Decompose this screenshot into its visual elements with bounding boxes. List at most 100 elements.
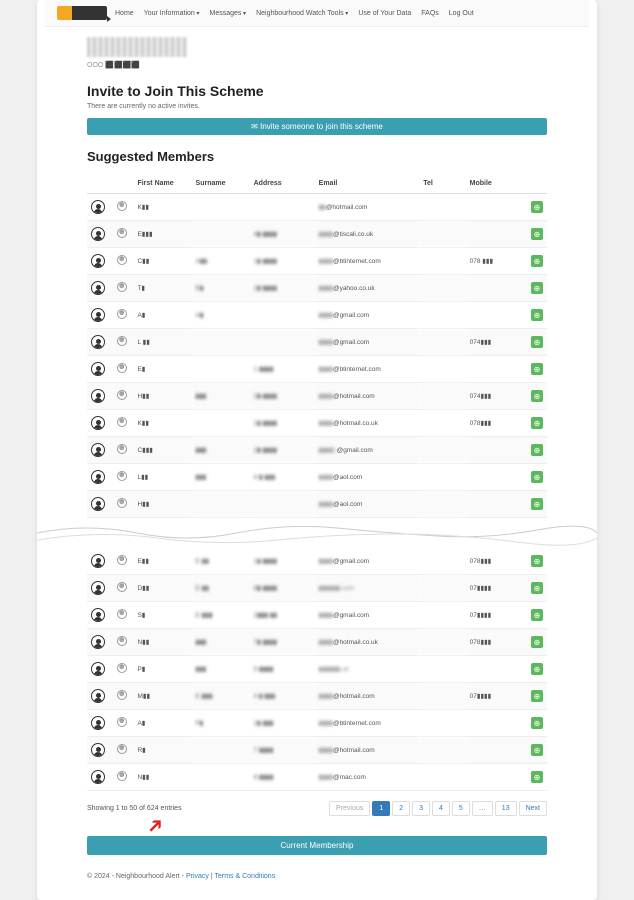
add-button[interactable]: ⊕	[531, 201, 543, 213]
terms-link[interactable]: Terms & Conditions	[215, 873, 276, 880]
table-row: D▮▮E ▮▮8▮ ▮▮▮▮▮▮▮▮▮▮.com07▮▮▮▮⊕	[87, 575, 547, 602]
pager-page[interactable]: 13	[495, 801, 517, 816]
invite-title: Invite to Join This Scheme	[87, 83, 547, 99]
nav-item[interactable]: Neighbourhood Watch Tools	[256, 10, 348, 17]
add-button[interactable]: ⊕	[531, 255, 543, 267]
cell-tel	[419, 437, 465, 464]
column-header[interactable]: Address	[250, 174, 315, 194]
avatar-icon	[91, 416, 105, 430]
add-button[interactable]: ⊕	[531, 363, 543, 375]
cell-tel	[419, 329, 465, 356]
column-header[interactable]: First Name	[133, 174, 191, 194]
cell-surname	[192, 410, 250, 437]
cell-firstname: E▮▮	[133, 548, 191, 575]
status-icon	[117, 363, 127, 373]
cell-mobile: 078▮▮▮	[466, 410, 524, 437]
add-button[interactable]: ⊕	[531, 555, 543, 567]
cell-mobile	[466, 221, 524, 248]
pagination: Previous12345…13Next	[329, 801, 547, 816]
nav-item[interactable]: Log Out	[449, 10, 474, 17]
pager-next[interactable]: Next	[519, 801, 547, 816]
pager-page[interactable]: 1	[372, 801, 390, 816]
cell-email: ▮▮▮▮@gmail.com	[315, 329, 420, 356]
cell-address: 1▮ ▮▮▮▮	[250, 248, 315, 275]
cell-surname: E ▮▮	[192, 548, 250, 575]
pager-page[interactable]: 4	[432, 801, 450, 816]
pager-page[interactable]: 2	[392, 801, 410, 816]
cell-surname	[192, 221, 250, 248]
table-row: K▮▮▮▮@hotmail.com⊕	[87, 194, 547, 221]
cell-email: ▮▮@hotmail.com	[315, 194, 420, 221]
invite-banner-button[interactable]: ✉ Invite someone to join this scheme	[87, 118, 547, 135]
avatar-icon	[91, 200, 105, 214]
add-button[interactable]: ⊕	[531, 636, 543, 648]
add-button[interactable]: ⊕	[531, 471, 543, 483]
pager-page[interactable]: …	[472, 801, 493, 816]
nav-item[interactable]: Use of Your Data	[358, 10, 411, 17]
status-icon	[117, 771, 127, 781]
pager-page[interactable]: 3	[412, 801, 430, 816]
add-button[interactable]: ⊕	[531, 717, 543, 729]
column-header[interactable]: Surname	[192, 174, 250, 194]
column-header[interactable]	[87, 174, 113, 194]
cell-tel	[419, 356, 465, 383]
cell-address: 2▮ ▮▮▮▮	[250, 437, 315, 464]
cell-tel	[419, 575, 465, 602]
add-button[interactable]: ⊕	[531, 336, 543, 348]
add-button[interactable]: ⊕	[531, 690, 543, 702]
cell-firstname: R▮	[133, 737, 191, 764]
column-header[interactable]	[524, 174, 547, 194]
cell-email: ▮▮▮▮@yahoo.co.uk	[315, 275, 420, 302]
status-icon	[117, 498, 127, 508]
cell-surname: ▮▮▮	[192, 383, 250, 410]
status-icon	[117, 255, 127, 265]
suggested-title: Suggested Members	[87, 149, 547, 164]
table-row: E▮1 ▮▮▮▮▮▮▮▮@btinternet.com⊕	[87, 356, 547, 383]
add-button[interactable]: ⊕	[531, 309, 543, 321]
add-button[interactable]: ⊕	[531, 390, 543, 402]
status-icon	[117, 636, 127, 646]
add-button[interactable]: ⊕	[531, 498, 543, 510]
column-header[interactable]: Tel	[419, 174, 465, 194]
pager-page[interactable]: 5	[452, 801, 470, 816]
cell-surname	[192, 737, 250, 764]
add-button[interactable]: ⊕	[531, 771, 543, 783]
add-button[interactable]: ⊕	[531, 663, 543, 675]
cell-tel	[419, 683, 465, 710]
table-row: R▮7 ▮▮▮▮▮▮▮▮@hotmail.com⊕	[87, 737, 547, 764]
add-button[interactable]: ⊕	[531, 282, 543, 294]
cell-email: ▮▮▮▮@gmail.com	[315, 302, 420, 329]
add-button[interactable]: ⊕	[531, 744, 543, 756]
cell-email: ▮▮▮▮▮▮.uk	[315, 656, 420, 683]
showing-entries: Showing 1 to 50 of 624 entries	[87, 805, 182, 812]
cell-mobile: 07▮▮▮▮	[466, 683, 524, 710]
cell-email: ▮▮▮▮@hotmail.co.uk	[315, 410, 420, 437]
privacy-link[interactable]: Privacy	[186, 873, 209, 880]
add-button[interactable]: ⊕	[531, 609, 543, 621]
nav-item[interactable]: Your Information	[144, 10, 200, 17]
column-header[interactable]: Mobile	[466, 174, 524, 194]
nav-item[interactable]: Messages	[209, 10, 246, 17]
status-icon	[117, 471, 127, 481]
cell-address	[250, 302, 315, 329]
table-row: S▮E ▮▮▮2▮▮▮ ▮▮▮▮▮▮@gmail.com07▮▮▮▮⊕	[87, 602, 547, 629]
column-header[interactable]	[113, 174, 134, 194]
nav-item[interactable]: FAQs	[421, 10, 439, 17]
cell-firstname: L▮▮	[133, 464, 191, 491]
table-row: P▮▮▮▮5 ▮▮▮▮▮▮▮▮▮▮.uk⊕	[87, 656, 547, 683]
add-button[interactable]: ⊕	[531, 444, 543, 456]
cell-surname	[192, 491, 250, 518]
nav-item[interactable]: Home	[115, 10, 134, 17]
cell-email: ▮▮▮▮@btinternet.com	[315, 710, 420, 737]
pager-prev[interactable]: Previous	[329, 801, 370, 816]
add-button[interactable]: ⊕	[531, 417, 543, 429]
avatar-icon	[91, 497, 105, 511]
add-button[interactable]: ⊕	[531, 582, 543, 594]
cell-surname: ▮▮▮	[192, 464, 250, 491]
add-button[interactable]: ⊕	[531, 228, 543, 240]
cell-tel	[419, 383, 465, 410]
table-row: N▮▮▮▮▮7▮ ▮▮▮▮▮▮▮▮@hotmail.co.uk078▮▮▮⊕	[87, 629, 547, 656]
column-header[interactable]: Email	[315, 174, 420, 194]
cell-address	[250, 491, 315, 518]
status-icon	[117, 309, 127, 319]
